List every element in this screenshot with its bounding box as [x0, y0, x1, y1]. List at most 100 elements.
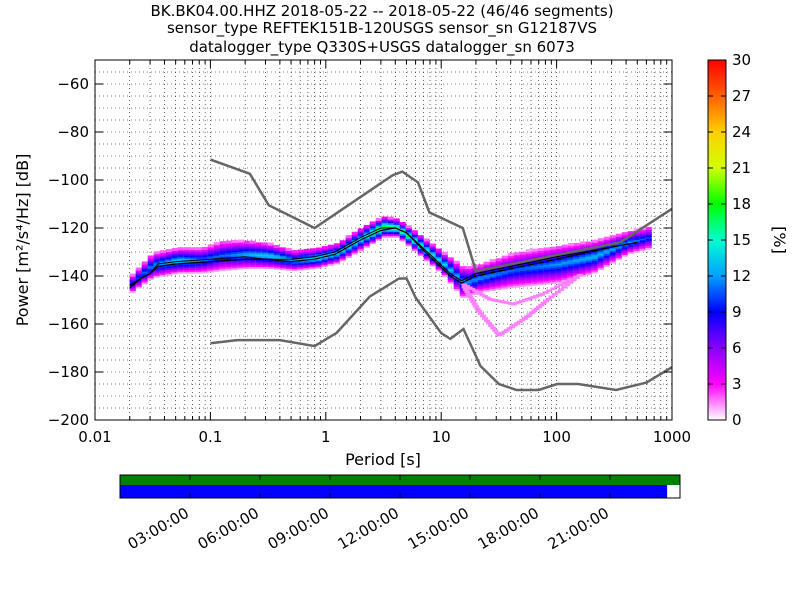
histogram-outlier-cell: [564, 283, 571, 287]
histogram-cell: [489, 275, 496, 279]
histogram-cell: [159, 253, 166, 257]
histogram-cell: [483, 288, 490, 292]
histogram-cell: [411, 244, 418, 248]
histogram-cell: [501, 270, 508, 274]
histogram-cell: [609, 238, 616, 242]
coverage-time-label: 21:00:00: [545, 504, 612, 553]
histogram-cell: [183, 258, 190, 261]
histogram-cell: [639, 242, 646, 246]
histogram-cell: [621, 253, 628, 257]
histogram-cell: [639, 233, 646, 237]
histogram-cell: [231, 250, 238, 254]
histogram-cell: [213, 268, 220, 272]
histogram-outlier-cell: [490, 326, 497, 330]
histogram-cell: [585, 245, 592, 249]
histogram-cell: [459, 271, 466, 275]
histogram-cell: [273, 255, 280, 259]
histogram-cell: [459, 267, 466, 271]
histogram-cell: [243, 258, 250, 262]
histogram-cell: [489, 287, 496, 291]
histogram-outlier-cell: [554, 290, 561, 294]
histogram-cell: [153, 262, 160, 266]
histogram-cell: [507, 278, 514, 282]
histogram-cell: [501, 261, 508, 265]
histogram-cell: [453, 269, 460, 273]
histogram-cell: [465, 273, 472, 277]
histogram-cell: [435, 266, 442, 270]
histogram-cell: [183, 268, 190, 272]
histogram-cell: [225, 262, 232, 266]
histogram-cell: [309, 262, 316, 266]
histogram-cell: [387, 220, 394, 224]
histogram-cell: [309, 250, 316, 254]
histogram-cell: [237, 250, 244, 254]
histogram-cell: [627, 243, 634, 247]
histogram-cell: [447, 269, 454, 273]
histogram-outlier-cell: [538, 303, 545, 307]
histogram-cell: [351, 231, 358, 235]
histogram-cell: [543, 274, 550, 278]
histogram-outlier-cell: [546, 289, 553, 292]
y-tick-label: −180: [48, 363, 89, 381]
histogram-cell: [129, 275, 136, 279]
histogram-cell: [555, 280, 562, 284]
colorbar: 0 3 6 9 12 15 18 21 24 27 30 [%]: [707, 51, 789, 429]
histogram-cell: [531, 264, 538, 268]
histogram-cell: [231, 249, 238, 253]
histogram-cell: [579, 268, 586, 272]
histogram-cell: [189, 267, 196, 270]
histogram-outlier-cell: [492, 329, 499, 332]
histogram-cell: [591, 243, 598, 247]
histogram-cell: [423, 252, 430, 256]
histogram-cell: [603, 256, 610, 260]
histogram-cell: [567, 266, 574, 270]
histogram-cell: [633, 245, 640, 249]
histogram-cell: [303, 254, 310, 258]
histogram-cell: [273, 262, 280, 266]
histogram-cell: [573, 270, 580, 274]
histogram-cell: [429, 252, 436, 256]
histogram-cell: [399, 236, 406, 240]
histogram-cell: [363, 237, 370, 241]
histogram-cell: [525, 267, 532, 271]
histogram-cell: [405, 243, 412, 247]
histogram-cell: [603, 238, 610, 242]
histogram-outlier-cell: [528, 311, 535, 314]
histogram-cell: [141, 272, 148, 276]
histogram-cell: [213, 252, 220, 256]
histogram-cell: [171, 267, 178, 271]
histogram-cell: [507, 254, 514, 258]
histogram-cell: [261, 262, 268, 266]
histogram-cell: [519, 266, 526, 270]
y-tick-label: −80: [57, 123, 89, 141]
histogram-cell: [345, 251, 352, 255]
histogram-cell: [435, 248, 442, 252]
histogram-outlier-cell: [545, 298, 552, 301]
histogram-cell: [255, 260, 262, 264]
histogram-cell: [297, 267, 304, 271]
histogram-cell: [393, 222, 400, 225]
histogram-cell: [495, 269, 502, 273]
histogram-cell: [243, 251, 250, 255]
histogram-cell: [513, 275, 520, 279]
histogram-cell: [531, 266, 538, 270]
histogram-outlier-cell: [548, 295, 555, 299]
histogram-cell: [189, 258, 196, 261]
histogram-cell: [615, 248, 622, 252]
histogram-cell: [345, 235, 352, 239]
histogram-cell: [633, 238, 640, 242]
histogram-cell: [339, 254, 346, 258]
histogram-cell: [267, 246, 274, 250]
histogram-cell: [231, 267, 238, 271]
histogram-cell: [477, 284, 484, 288]
histogram-cell: [339, 243, 346, 247]
histogram-cell: [345, 253, 352, 257]
histogram-cell: [549, 250, 556, 254]
histogram-cell: [213, 267, 220, 271]
histogram-cell: [573, 264, 580, 268]
histogram-cell: [543, 249, 550, 253]
histogram-cell: [627, 236, 634, 240]
histogram-cell: [285, 251, 292, 255]
histogram-cell: [147, 259, 154, 263]
histogram-outlier-cell: [554, 285, 561, 289]
